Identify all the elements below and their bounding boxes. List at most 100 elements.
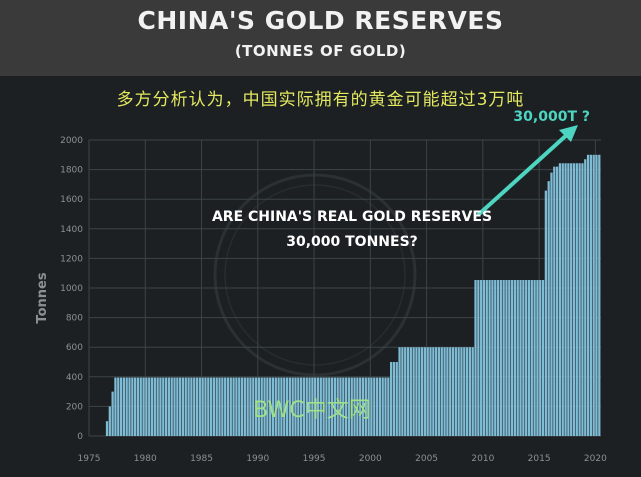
reserve-bar [347,377,351,436]
reserve-bar [170,377,173,436]
reserve-bar [108,406,111,436]
reserve-bar [176,377,179,436]
reserve-bar [288,377,291,436]
x-tick-label: 2000 [359,454,382,464]
reserve-bar [235,377,238,436]
reserve-bar [502,280,505,436]
reserve-bar [474,280,477,436]
reserve-bar [353,377,356,436]
reserve-bar [119,377,123,436]
reserve-bar [586,154,590,437]
reserve-bar [581,163,584,437]
reserve-bar [561,163,564,437]
chart-title: CHINA'S GOLD RESERVES [137,6,504,35]
reserve-bar [404,347,407,436]
reserve-bar [162,377,165,436]
reserve-bar [322,377,325,436]
reserve-bar [328,377,331,436]
y-tick-label: 400 [66,373,83,383]
reserve-bar [311,377,314,436]
reserve-bar [128,377,131,436]
reserve-bar [316,377,320,436]
reserve-bar [592,154,595,437]
reserve-bar [595,154,598,437]
reserve-bar [555,166,559,436]
reserve-bar [468,347,472,436]
reserve-bar [246,377,249,436]
reserve-bar [254,377,258,436]
reserve-bar [505,280,508,436]
reserve-bar [204,377,207,436]
reserve-bar [390,362,393,436]
reserve-bar [437,347,441,436]
reserve-bar [513,280,517,436]
x-tick-label: 1975 [78,454,101,464]
reserve-bar [125,377,128,436]
reserve-bar [491,280,494,436]
x-tick-label: 2020 [584,454,607,464]
reserve-bar [164,377,168,436]
reserve-bar [356,377,359,436]
chart-subtitle: (TONNES OF GOLD) [234,42,407,60]
reserve-bar [381,377,384,436]
reserve-bar [398,347,401,436]
reserve-bar [232,377,235,436]
reserve-bar [291,377,294,436]
x-tick-label: 2010 [471,454,494,464]
y-tick-label: 2000 [60,136,83,146]
header-band [0,0,641,76]
reserve-bar [387,377,390,436]
reserve-bar [209,377,213,436]
reserve-bar [480,280,483,436]
reserve-bar [257,377,261,436]
reserve-bar [401,347,404,436]
reserve-bar [496,280,500,436]
reserve-bar [477,280,480,436]
reserve-bar [224,377,227,436]
reserve-bar [173,377,176,436]
reserve-bar [516,280,519,436]
reserve-bar [409,347,412,436]
reserve-bar [395,362,398,436]
reserve-bar [443,347,446,436]
reserve-bar [159,377,162,436]
reserve-bar [440,347,443,436]
reserve-bar [485,280,488,436]
reserve-bar [572,163,576,437]
reserve-bar [260,377,263,436]
reserve-bar [325,377,328,436]
y-tick-label: 600 [66,343,83,353]
reserve-bar [271,377,275,436]
reserve-bar [201,377,204,436]
reserve-bar [195,377,199,436]
reserve-bar [294,377,297,436]
reserve-bar [553,166,556,436]
y-tick-label: 1400 [60,225,83,235]
reserve-bar [449,347,452,436]
reserve-bar [252,377,255,436]
reserve-bar [539,280,542,436]
reserve-bar [373,377,376,436]
annotation-line-1: ARE CHINA'S REAL GOLD RESERVES [212,209,492,225]
reserve-bar [179,377,182,436]
reserve-bar [330,377,334,436]
watermark-text: BWC中文网 [253,398,370,423]
reserve-bar [136,377,140,436]
reserve-bar [198,377,201,436]
reserve-bar [122,377,126,436]
reserve-bar [406,347,410,436]
reserve-bar [547,181,550,436]
reserve-bar [207,377,210,436]
reserve-bar [482,280,486,436]
reserve-bar [426,347,429,436]
reserve-bar [508,280,511,436]
reserve-bar [384,377,387,436]
y-tick-label: 1200 [60,254,83,264]
reserve-bar [131,377,134,436]
reserve-bar [308,377,311,436]
x-tick-label: 2005 [415,454,438,464]
annotation-target: 30,000T ? [513,109,590,125]
reserve-bar [558,163,562,437]
reserve-bar [432,347,435,436]
